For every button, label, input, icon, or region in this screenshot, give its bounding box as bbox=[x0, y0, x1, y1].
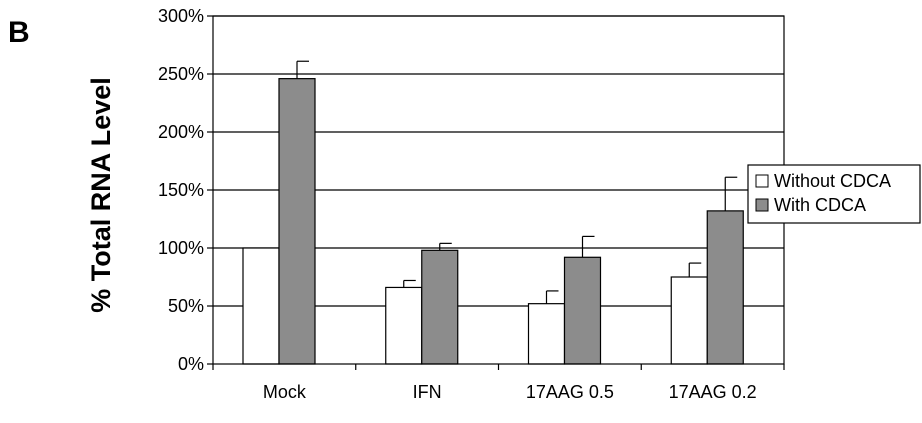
y-tick-label: 100% bbox=[158, 238, 204, 258]
y-tick-label: 300% bbox=[158, 6, 204, 26]
bar bbox=[563, 256, 602, 365]
y-axis-label: % Total RNA Level bbox=[86, 77, 116, 313]
legend-entry: With CDCA bbox=[774, 195, 866, 215]
x-tick-labels: Mock IFN 17AAG 0.5 17AAG 0.2 bbox=[263, 382, 757, 402]
legend-entry: Without CDCA bbox=[774, 171, 891, 191]
bar bbox=[527, 303, 566, 365]
y-tick-label: 250% bbox=[158, 64, 204, 84]
legend-swatch bbox=[755, 198, 769, 212]
x-tick-label: 17AAG 0.2 bbox=[669, 382, 757, 402]
y-tick-label: 200% bbox=[158, 122, 204, 142]
y-tick-label: 50% bbox=[168, 296, 204, 316]
y-tick-labels: 0% 50% 100% 150% 200% 250% 300% bbox=[158, 6, 204, 374]
y-tick-label: 0% bbox=[178, 354, 204, 374]
error-bars bbox=[296, 60, 738, 304]
legend: Without CDCA With CDCA bbox=[747, 164, 921, 224]
x-tick-label: 17AAG 0.5 bbox=[526, 382, 614, 402]
bar bbox=[706, 210, 744, 365]
bar bbox=[670, 276, 708, 365]
bar bbox=[421, 249, 459, 365]
panel-label: B bbox=[8, 16, 30, 49]
x-tick-label: Mock bbox=[263, 382, 307, 402]
bar bbox=[278, 78, 316, 365]
bars bbox=[242, 78, 744, 365]
legend-swatch bbox=[755, 174, 769, 188]
x-tick-label: IFN bbox=[413, 382, 442, 402]
y-tick-label: 150% bbox=[158, 180, 204, 200]
bar bbox=[242, 247, 280, 365]
legend-box bbox=[747, 164, 921, 224]
bar bbox=[385, 286, 423, 365]
